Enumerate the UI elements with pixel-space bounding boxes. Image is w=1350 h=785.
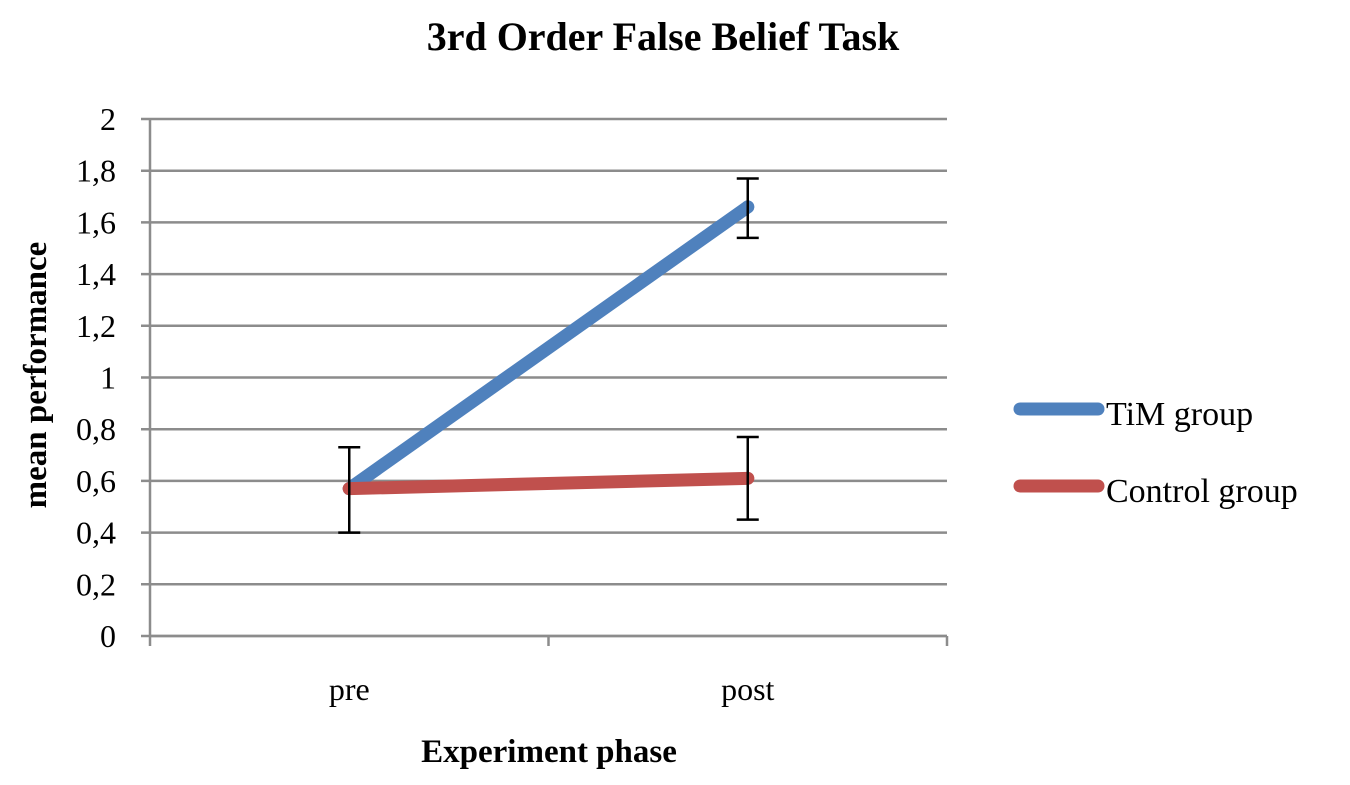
series-lines	[342, 200, 755, 496]
y-tick-labels: 0 0,2 0,4 0,6 0,8 1 1,2 1,4 1,6 1,8 2	[76, 101, 116, 654]
gridlines	[141, 117, 947, 638]
y-tick-label: 1,4	[76, 256, 116, 292]
y-tick-label: 1,8	[76, 153, 116, 189]
x-tick-label: pre	[329, 671, 370, 707]
legend: TiM group Control group	[1013, 396, 1298, 510]
y-tick-label: 2	[100, 101, 116, 137]
y-tick-label: 0,8	[76, 411, 116, 447]
y-tick-label: 0,4	[76, 515, 116, 551]
axes	[148, 119, 949, 646]
legend-label: TiM group	[1106, 396, 1253, 433]
series-line-tim-group	[342, 200, 755, 496]
y-axis-title: mean performance	[18, 242, 54, 509]
y-tick-label: 1,2	[76, 308, 116, 344]
legend-label: Control group	[1106, 473, 1298, 510]
x-tick-label: post	[721, 671, 774, 707]
x-axis-title: Experiment phase	[421, 734, 677, 770]
y-tick-label: 1	[100, 360, 116, 396]
y-tick-label: 0,2	[76, 566, 116, 602]
y-tick-label: 0	[100, 618, 116, 654]
x-tick-labels: pre post	[329, 671, 775, 707]
series-line-control-group	[342, 471, 755, 496]
y-tick-label: 0,6	[76, 463, 116, 499]
error-bars	[338, 177, 759, 534]
y-tick-label: 1,6	[76, 204, 116, 240]
chart-title: 3rd Order False Belief Task	[427, 14, 900, 59]
